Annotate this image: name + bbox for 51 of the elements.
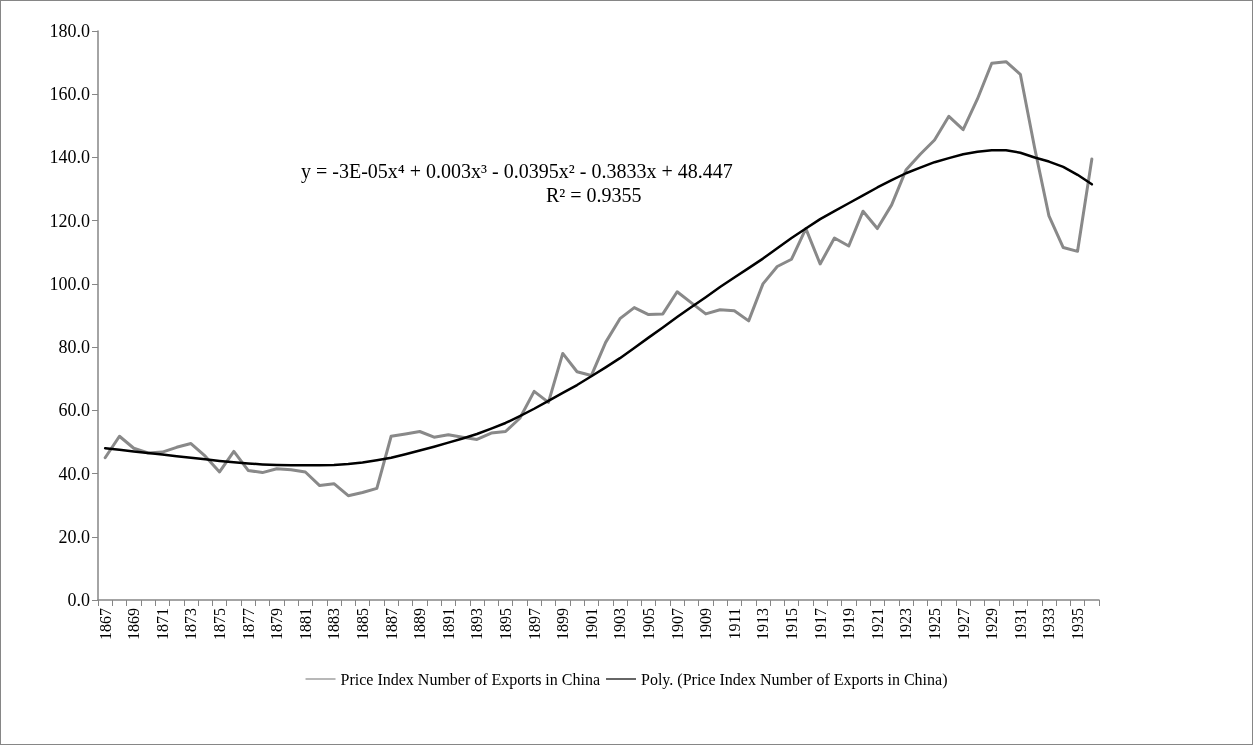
x-tick-label: 1897 [525, 608, 543, 640]
y-tick-label: 0.0 [67, 590, 90, 610]
x-tick-label: 1917 [811, 608, 829, 640]
x-tick-label: 1885 [354, 608, 372, 640]
x-tick-label: 1889 [411, 608, 429, 640]
x-tick-label: 1877 [239, 608, 257, 640]
y-tick-label: 20.0 [58, 526, 90, 547]
x-tick-label: 1933 [1040, 608, 1058, 640]
annotation: y = -3E-05x⁴ + 0.003x³ - 0.0395x² - 0.3833x + 48.447 [301, 160, 733, 183]
y-tick-label: 40.0 [58, 463, 90, 484]
x-tick-label: 1913 [754, 608, 772, 640]
x-tick-label: 1925 [926, 608, 944, 640]
line-series [103, 148, 1094, 467]
x-tick-label: 1907 [668, 608, 686, 640]
y-tick-label: 140.0 [49, 147, 90, 168]
x-tick-label: 1923 [897, 608, 915, 640]
x-tick-label: 1873 [182, 608, 200, 640]
x-tick-label: 1927 [954, 608, 972, 640]
legend-label: Poly. (Price Index Number of Exports in China) [641, 670, 948, 689]
x-tick-label: 1899 [554, 608, 572, 640]
x-tick-label: 1893 [468, 608, 486, 640]
x-tick-label: 1909 [697, 608, 715, 640]
y-tick-label: 80.0 [58, 337, 90, 358]
annotation: R² = 0.9355 [546, 184, 642, 206]
x-tick-label: 1891 [439, 608, 457, 640]
x-tick-label: 1905 [640, 608, 658, 640]
x-tick-label: 1867 [96, 608, 114, 640]
x-tick-label: 1921 [868, 608, 886, 640]
x-tick-label: 1903 [611, 608, 629, 640]
x-tick-label: 1869 [125, 608, 143, 640]
x-tick-label: 1883 [325, 608, 343, 640]
line-series [103, 60, 1094, 498]
x-tick-label: 1875 [211, 608, 229, 640]
x-tick-label: 1919 [840, 608, 858, 640]
x-tick-label: 1879 [268, 608, 286, 640]
x-tick-label: 1931 [1011, 608, 1029, 640]
x-tick-label: 1911 [725, 608, 743, 640]
x-tick-label: 1929 [983, 608, 1001, 640]
x-tick-label: 1871 [153, 608, 171, 640]
x-tick-label: 1901 [582, 608, 600, 640]
x-tick-label: 1895 [497, 608, 515, 640]
x-tick-label: 1935 [1069, 608, 1087, 640]
y-tick-label: 120.0 [49, 210, 90, 231]
y-tick-label: 60.0 [58, 400, 90, 421]
x-tick-label: 1881 [296, 608, 314, 640]
legend-label: Price Index Number of Exports in China [340, 670, 601, 689]
y-tick-label: 180.0 [49, 21, 90, 41]
y-tick-label: 100.0 [49, 273, 90, 294]
x-tick-label: 1887 [382, 608, 400, 640]
x-tick-label: 1915 [783, 608, 801, 640]
y-tick-label: 160.0 [49, 84, 90, 105]
